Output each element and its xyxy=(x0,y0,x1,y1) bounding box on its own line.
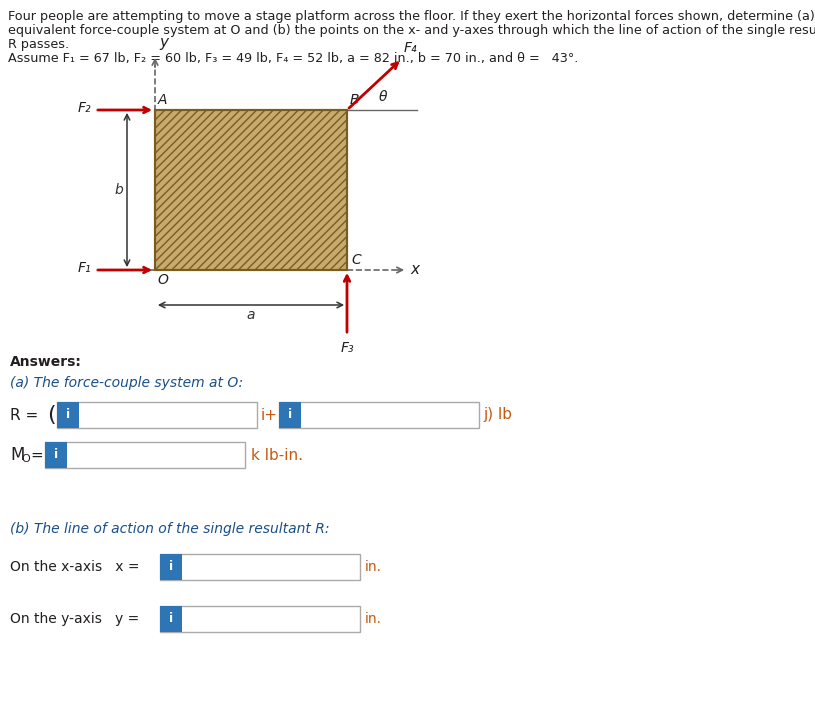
Text: Assume F₁ = 67 lb, F₂ = 60 lb, F₃ = 49 lb, F₄ = 52 lb, a = 82 in., b = 70 in., a: Assume F₁ = 67 lb, F₂ = 60 lb, F₃ = 49 l… xyxy=(8,52,579,65)
Text: O: O xyxy=(21,454,30,464)
Text: Answers:: Answers: xyxy=(10,355,82,369)
Bar xyxy=(155,110,347,270)
Bar xyxy=(45,442,67,468)
Text: C: C xyxy=(351,253,361,267)
Text: B: B xyxy=(350,93,359,107)
Text: θ: θ xyxy=(379,90,387,104)
Text: F₁: F₁ xyxy=(77,261,91,275)
Text: On the y-axis   y =: On the y-axis y = xyxy=(10,612,139,626)
Text: b: b xyxy=(114,183,123,197)
Text: a: a xyxy=(247,308,255,322)
Bar xyxy=(57,402,79,428)
Text: A: A xyxy=(158,93,168,107)
Text: j) lb: j) lb xyxy=(483,407,512,423)
Bar xyxy=(160,606,360,632)
Text: F₂: F₂ xyxy=(77,101,91,115)
Text: in.: in. xyxy=(365,612,382,626)
Bar xyxy=(57,402,257,428)
Bar xyxy=(155,110,347,270)
Text: y: y xyxy=(159,35,168,50)
Text: =: = xyxy=(30,448,42,462)
Text: (a) The force-couple system at O:: (a) The force-couple system at O: xyxy=(10,376,243,390)
Text: x: x xyxy=(410,262,419,278)
Text: i: i xyxy=(54,448,58,462)
Bar xyxy=(279,402,301,428)
Text: F₄: F₄ xyxy=(404,41,417,55)
Text: Four people are attempting to move a stage platform across the floor. If they ex: Four people are attempting to move a sta… xyxy=(8,10,815,23)
Text: (: ( xyxy=(47,405,55,425)
Text: R passes.: R passes. xyxy=(8,38,69,51)
Text: F₃: F₃ xyxy=(340,341,354,355)
Text: On the x-axis   x =: On the x-axis x = xyxy=(10,560,139,574)
Text: R =: R = xyxy=(10,407,38,423)
Bar xyxy=(160,606,182,632)
Text: i+: i+ xyxy=(261,407,278,423)
Text: M: M xyxy=(10,446,24,464)
Text: in.: in. xyxy=(365,560,382,574)
Text: (b) The line of action of the single resultant R:: (b) The line of action of the single res… xyxy=(10,522,329,536)
Bar xyxy=(160,554,360,580)
Text: i: i xyxy=(288,409,292,421)
Bar xyxy=(160,554,182,580)
Text: O: O xyxy=(157,273,168,287)
Text: i: i xyxy=(169,612,173,626)
Bar xyxy=(45,442,245,468)
Text: k lb-in.: k lb-in. xyxy=(251,448,303,462)
Text: i: i xyxy=(169,561,173,573)
Text: i: i xyxy=(66,409,70,421)
Text: equivalent force-couple system at O and (b) the points on the x- and y-axes thro: equivalent force-couple system at O and … xyxy=(8,24,815,37)
Bar xyxy=(279,402,479,428)
